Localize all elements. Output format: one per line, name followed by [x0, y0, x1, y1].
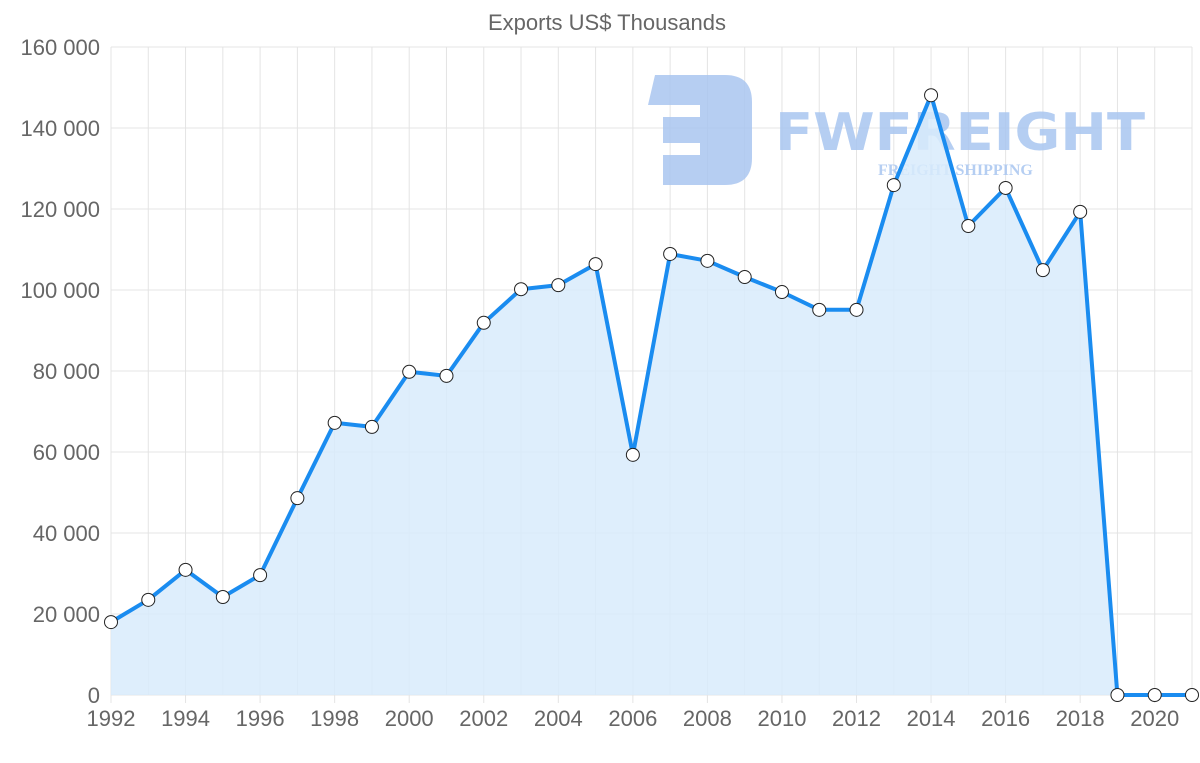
data-point-2019[interactable]	[1110, 688, 1125, 702]
data-point-2016[interactable]	[998, 180, 1013, 195]
x-tick-label: 2012	[832, 706, 881, 731]
x-tick-label: 2020	[1130, 706, 1179, 731]
y-tick-label: 140 000	[20, 116, 100, 141]
x-tick-label: 2016	[981, 706, 1030, 731]
y-tick-label: 40 000	[33, 521, 100, 546]
data-point-2002[interactable]	[476, 315, 491, 330]
data-point-1996[interactable]	[253, 568, 268, 583]
series-exports	[104, 88, 1199, 702]
chart-title: Exports US$ Thousands	[488, 10, 726, 35]
svg-text:FWFREIGHT: FWFREIGHT	[775, 103, 1146, 163]
x-tick-label: 1998	[310, 706, 359, 731]
series-area	[111, 95, 1192, 695]
data-point-2008[interactable]	[700, 253, 715, 268]
data-point-2001[interactable]	[439, 368, 454, 383]
data-point-1994[interactable]	[178, 562, 193, 577]
data-point-2011[interactable]	[812, 302, 827, 317]
data-point-2004[interactable]	[551, 278, 566, 293]
data-point-1993[interactable]	[141, 592, 156, 607]
data-point-2012[interactable]	[849, 302, 864, 317]
x-tick-label: 2006	[608, 706, 657, 731]
data-point-1997[interactable]	[290, 491, 305, 506]
data-point-2017[interactable]	[1035, 263, 1050, 278]
y-tick-label: 160 000	[20, 35, 100, 60]
y-tick-label: 60 000	[33, 440, 100, 465]
data-point-2010[interactable]	[774, 285, 789, 300]
y-tick-label: 0	[88, 683, 100, 708]
y-tick-label: 80 000	[33, 359, 100, 384]
data-point-1995[interactable]	[215, 589, 230, 604]
series-line	[109, 93, 1192, 697]
x-axis: 1992 1994 1996 1998 2000 2002 2004 2006 2008 2010…	[87, 706, 1180, 731]
data-point-2015[interactable]	[961, 219, 976, 234]
data-point-2007[interactable]	[663, 246, 678, 261]
y-tick-label: 120 000	[20, 197, 100, 222]
x-tick-label: 2004	[534, 706, 583, 731]
x-tick-label: 2010	[757, 706, 806, 731]
data-point-2006[interactable]	[625, 447, 640, 462]
data-point-1999[interactable]	[364, 419, 379, 434]
data-point-2018[interactable]	[1073, 204, 1088, 219]
data-point-2000[interactable]	[402, 364, 417, 379]
x-tick-label: 1994	[161, 706, 210, 731]
y-tick-label: 100 000	[20, 278, 100, 303]
data-point-2014[interactable]	[924, 88, 939, 103]
x-tick-label: 2002	[459, 706, 508, 731]
x-tick-label: 2008	[683, 706, 732, 731]
data-point-2020[interactable]	[1147, 688, 1162, 702]
y-axis: 0 20 000 40 000 60 000 80 000 100 000 120 000 1…	[20, 35, 100, 708]
x-tick-label: 1996	[236, 706, 285, 731]
data-point-2009[interactable]	[737, 270, 752, 285]
data-point-1998[interactable]	[327, 415, 342, 430]
watermark-logo: FWFREIGHT FREIGHT SHIPPING	[648, 75, 1146, 185]
x-tick-label: 1992	[87, 706, 136, 731]
x-tick-label: 2014	[907, 706, 956, 731]
data-point-2013[interactable]	[886, 178, 901, 193]
x-tick-label: 2018	[1056, 706, 1105, 731]
data-point-2003[interactable]	[514, 282, 529, 297]
x-tick-label: 2000	[385, 706, 434, 731]
y-tick-label: 20 000	[33, 602, 100, 627]
data-point-2005[interactable]	[588, 257, 603, 272]
data-point-1992[interactable]	[104, 615, 118, 630]
data-point-2021[interactable]	[1185, 688, 1199, 702]
